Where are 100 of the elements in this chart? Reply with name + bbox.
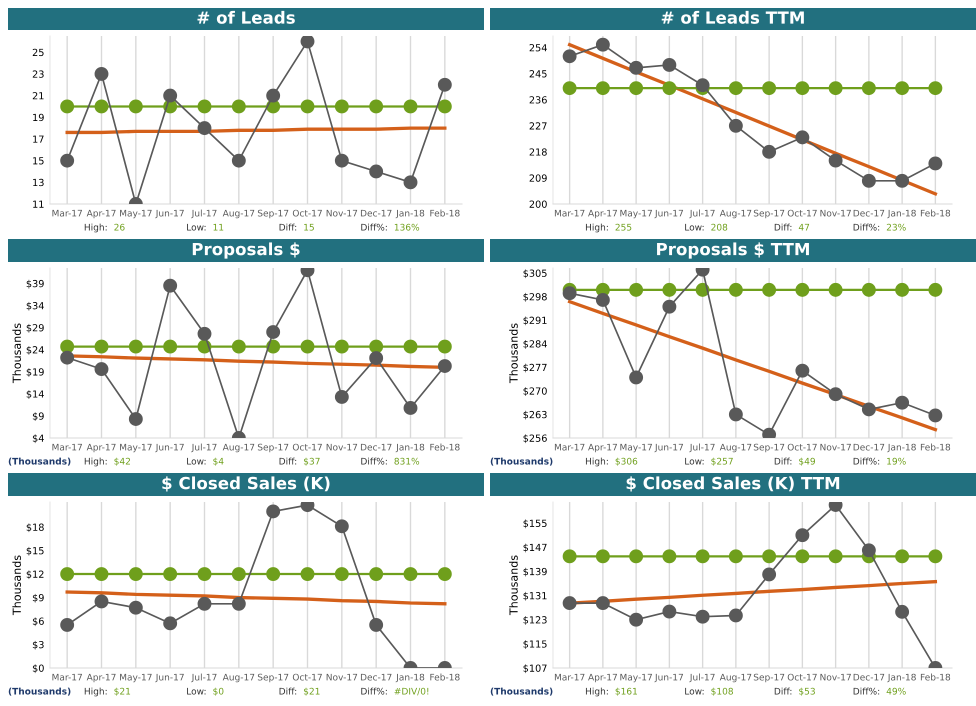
point	[596, 293, 610, 307]
x-tick-label: Jul-17	[689, 444, 715, 452]
point	[562, 286, 577, 300]
x-tick-label: Sep-17	[754, 210, 784, 218]
y-tick-label: $256	[524, 434, 547, 444]
y-tick-label: 25	[32, 48, 44, 56]
x-tick-label: Dec-17	[360, 674, 392, 681]
x-tick-label: Nov-17	[326, 674, 358, 681]
text: Diff: 47	[774, 224, 810, 230]
point	[795, 549, 810, 564]
x-tick-label: Feb-18	[430, 210, 460, 217]
point	[60, 618, 74, 632]
point	[94, 567, 108, 581]
point	[334, 567, 349, 581]
y-axis-title: Thousands	[12, 323, 21, 384]
point	[828, 154, 843, 168]
point	[596, 38, 610, 52]
x-tick-label: Nov-17	[326, 210, 358, 217]
x-tick-label: Oct-17	[292, 444, 322, 451]
x-tick-label: Apr-17	[86, 674, 116, 682]
point	[438, 359, 452, 373]
point	[795, 282, 810, 297]
x-tick-label: May-17	[120, 674, 152, 682]
x-tick-label: Feb-18	[430, 444, 460, 451]
point	[60, 340, 74, 354]
x-tick-label: Jun-17	[155, 210, 184, 218]
point	[928, 81, 942, 96]
point	[862, 402, 876, 416]
x-tick-label: Dec-17	[854, 210, 884, 217]
text: Low: 208	[685, 224, 728, 231]
x-tick-label: May-17	[120, 210, 152, 218]
text: High: $306	[586, 458, 638, 466]
point	[828, 81, 843, 96]
point	[662, 300, 676, 314]
point	[266, 504, 280, 518]
point	[404, 340, 418, 354]
y-tick-label: $18	[26, 523, 44, 532]
text: Diff%: #DIV/0!	[361, 688, 428, 696]
y-tick-label: 209	[530, 174, 547, 182]
y-tick-label: $39	[26, 280, 44, 289]
x-tick-label: Mar-17	[554, 674, 584, 681]
y-tick-label: $139	[524, 568, 547, 577]
x-tick-label: Dec-17	[360, 444, 392, 451]
point	[662, 549, 676, 564]
x-tick-label: Oct-17	[788, 674, 817, 681]
text: (Thousands)	[8, 458, 70, 466]
y-tick-label: 245	[530, 70, 547, 78]
point	[94, 594, 108, 608]
point	[728, 81, 743, 96]
text: Diff: $21	[280, 688, 320, 696]
point	[629, 81, 644, 96]
x-tick-label: Mar-17	[52, 444, 82, 451]
x-tick-label: Apr-17	[588, 674, 617, 682]
point	[60, 154, 74, 168]
y-axis-title: Thousands	[12, 555, 21, 616]
y-tick-label: $6	[32, 617, 44, 626]
point	[895, 81, 910, 96]
point	[696, 610, 710, 624]
y-tick-label: $9	[32, 594, 44, 603]
y-tick-label: 15	[33, 157, 44, 164]
point	[128, 600, 143, 615]
text: (Thousands)	[490, 458, 552, 466]
point	[163, 88, 178, 103]
y-tick-label: 236	[530, 96, 547, 104]
point	[828, 549, 843, 564]
text: High: 255	[586, 224, 632, 232]
point	[300, 36, 314, 48]
x-tick-label: May-17	[120, 444, 152, 452]
text: High: $42	[84, 458, 130, 466]
chart-title: Proposals $ TTM	[657, 242, 809, 259]
text: Low: $4	[187, 458, 224, 466]
x-tick-label: Jun-17	[155, 674, 184, 682]
text: Diff%: 19%	[854, 458, 906, 465]
y-tick-label: $147	[524, 544, 547, 552]
point	[334, 519, 349, 534]
point	[862, 543, 876, 558]
point	[369, 164, 384, 178]
point	[629, 60, 644, 75]
y-tick-label: $270	[524, 387, 547, 396]
x-tick-label: Aug-17	[222, 444, 254, 452]
point	[728, 608, 743, 622]
point	[128, 340, 143, 354]
text: (Thousands)	[490, 688, 552, 696]
point	[629, 612, 644, 627]
x-tick-label: Jan-18	[887, 444, 916, 452]
point	[198, 567, 212, 581]
text: (Thousands)	[8, 688, 70, 696]
x-tick-label: Dec-17	[854, 444, 884, 451]
y-tick-label: $24	[26, 346, 44, 355]
x-tick-label: Jan-18	[887, 674, 916, 682]
x-tick-label: Oct-17	[788, 210, 817, 217]
y-axis-title: Thousands	[509, 323, 518, 384]
x-tick-label: Apr-17	[86, 210, 116, 218]
x-tick-label: Jan-18	[396, 210, 424, 218]
y-tick-label: $284	[524, 340, 547, 349]
x-tick-label: Nov-17	[326, 444, 358, 451]
text: Diff: 15	[280, 224, 314, 231]
y-tick-label: 13	[33, 178, 44, 186]
x-tick-label: May-17	[620, 444, 652, 452]
x-tick-label: May-17	[620, 674, 652, 682]
